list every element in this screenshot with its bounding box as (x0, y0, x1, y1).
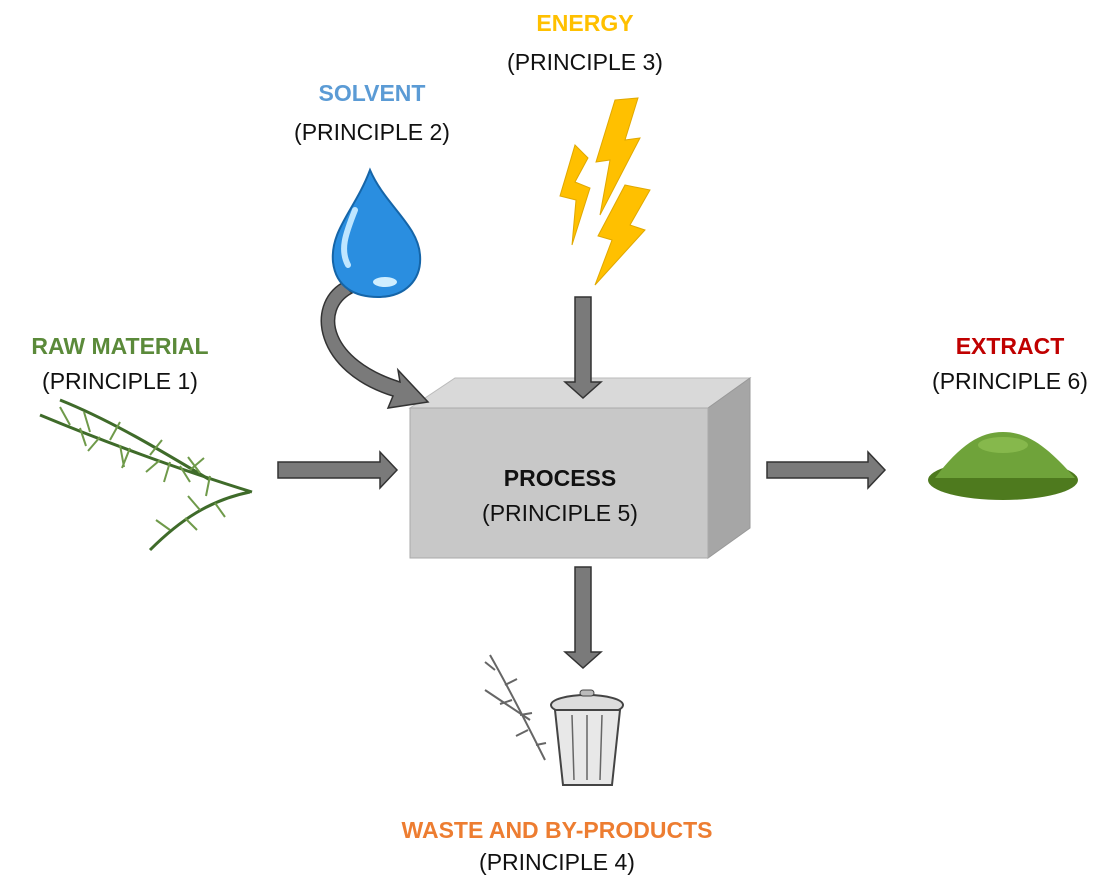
process-principle: (PRINCIPLE 5) (482, 500, 638, 526)
energy-icon (560, 98, 650, 285)
raw-material-principle: (PRINCIPLE 1) (42, 368, 198, 394)
arrow-energy (565, 297, 601, 398)
waste-title: WASTE AND BY-PRODUCTS (402, 817, 713, 843)
waste-principle: (PRINCIPLE 4) (479, 849, 635, 875)
page: ENERGY (PRINCIPLE 3) SOLVENT (PRINCIPLE … (0, 0, 1094, 881)
process-title: PROCESS (504, 465, 616, 491)
solvent-title: SOLVENT (319, 80, 426, 106)
extract-principle: (PRINCIPLE 6) (932, 368, 1088, 394)
solvent-principle: (PRINCIPLE 2) (294, 119, 450, 145)
arrow-extract (767, 452, 885, 488)
raw-material-icon (40, 400, 252, 550)
waste-icon (485, 655, 623, 785)
energy-title: ENERGY (536, 10, 633, 36)
raw-material-title: RAW MATERIAL (31, 333, 208, 359)
arrow-waste (565, 567, 601, 668)
extract-icon (928, 432, 1078, 500)
solvent-icon (333, 170, 420, 297)
diagram: ENERGY (PRINCIPLE 3) SOLVENT (PRINCIPLE … (0, 0, 1094, 881)
extract-title: EXTRACT (956, 333, 1065, 359)
arrow-raw (278, 452, 397, 488)
energy-principle: (PRINCIPLE 3) (507, 49, 663, 75)
arrow-solvent (321, 283, 428, 408)
